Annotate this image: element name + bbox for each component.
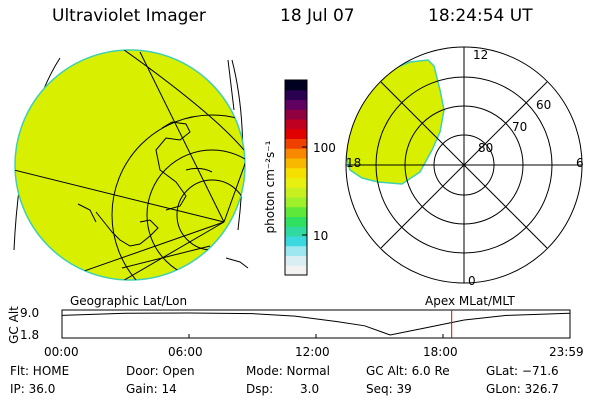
globe-outer-coastlines (121, 245, 249, 269)
colorbar-segment (285, 226, 307, 237)
timeline-xtick-0: 00:00 (44, 345, 79, 359)
date-label: 18 Jul 07 (280, 6, 355, 26)
colorbar-segment (285, 99, 307, 110)
timeline-y-top: 9.0 (20, 306, 40, 320)
info-dsp-value: 3.0 (300, 382, 320, 396)
colorbar-segment (285, 177, 307, 188)
colorbar-segment (285, 187, 307, 198)
polar-lat-80: 80 (478, 141, 494, 155)
orbit-altitude-curve (61, 312, 570, 336)
timeline-right-title: Apex MLat/MLT (425, 294, 515, 308)
colorbar-segment (285, 206, 307, 217)
info-door: Door: Open (126, 364, 195, 378)
colorbar-segment (285, 245, 307, 256)
instrument-title: Ultraviolet Imager (52, 6, 206, 26)
timeline-xtick-3: 18:00 (423, 345, 458, 359)
colorbar-segment (285, 148, 307, 159)
polar-mlt-18: 18 (346, 156, 362, 170)
polar-mlt-12: 12 (473, 48, 489, 62)
info-mode: Mode: Normal (246, 364, 330, 378)
info-glat: GLat: −71.6 (486, 364, 559, 378)
colorbar-segment (285, 128, 307, 139)
info-dsp-label: Dsp: (246, 382, 274, 396)
colorbar-segment (285, 89, 307, 100)
colorbar-tick-100: 100 (313, 141, 336, 155)
polar-mlt-6: 6 (576, 156, 584, 170)
colorbar-segment (285, 216, 307, 227)
timeline-y-bottom: 1.8 (20, 328, 40, 342)
timeline-xtick-2: 12:00 (295, 345, 330, 359)
info-flt: Flt: HOME (10, 364, 70, 378)
colorbar-frame (284, 79, 308, 276)
timeline-xtick-4: 23:59 (549, 345, 584, 359)
info-glon: GLon: 326.7 (486, 382, 559, 396)
timeline-xtick-1: 06:00 (168, 345, 203, 359)
colorbar-segment (285, 236, 307, 247)
timeline-frame (61, 309, 571, 339)
info-ip: IP: 36.0 (10, 382, 56, 396)
colorbar-segment (285, 265, 307, 276)
polar-lat-60: 60 (536, 98, 552, 112)
colorbar-tick-10: 10 (313, 229, 329, 243)
polar-mlt-0: 0 (468, 274, 476, 288)
colorbar-segment (285, 138, 307, 149)
polar-grid (345, 46, 583, 284)
colorbar-segment (285, 119, 307, 130)
colorbar-segment (285, 109, 307, 120)
colorbar-segment (285, 197, 307, 208)
colorbar-segment (285, 80, 307, 91)
colorbar-segment (285, 167, 307, 178)
info-gain: Gain: 14 (126, 382, 177, 396)
polar-lat-70: 70 (512, 120, 528, 134)
time-label: 18:24:54 UT (428, 6, 533, 26)
colorbar-segment (285, 255, 307, 266)
timeline-left-title: Geographic Lat/Lon (70, 294, 188, 308)
colorbar-segment (285, 158, 307, 169)
info-gc-alt: GC Alt: 6.0 Re (366, 364, 450, 378)
info-seq: Seq: 39 (366, 382, 412, 396)
